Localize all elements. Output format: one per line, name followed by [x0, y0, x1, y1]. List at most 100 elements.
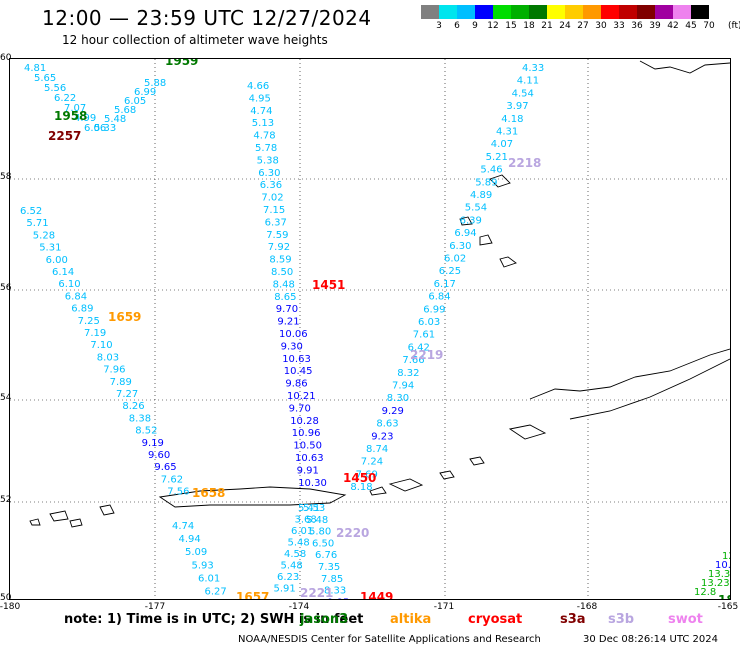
legend-swatch	[493, 5, 511, 19]
wave-height-reading: 4.66	[247, 81, 269, 92]
wave-height-reading: 9.85	[327, 597, 349, 600]
wave-height-reading: 5.71	[26, 218, 48, 229]
legend-label: 30	[595, 21, 607, 31]
map-title: 12:00 — 23:59 UTC 12/27/2024	[42, 6, 372, 30]
legend-label: 3	[436, 21, 442, 31]
wave-height-reading: 12	[722, 551, 731, 562]
wave-height-reading: 4.31	[496, 127, 518, 138]
wave-height-reading: 4.94	[179, 534, 201, 545]
wave-height-reading: 7.89	[110, 377, 132, 388]
wave-height-reading: 5.54	[465, 203, 487, 214]
wave-height-reading: 5.28	[33, 230, 55, 241]
pass-time-label: 1657	[236, 590, 269, 600]
lon-label: -180	[0, 602, 21, 612]
wave-height-reading: 6.10	[58, 279, 80, 290]
wave-height-reading: 4.18	[501, 114, 523, 125]
wave-height-reading: 10.28	[290, 416, 319, 427]
wave-height-reading: 6.14	[52, 267, 74, 278]
pass-time-label: 2218	[508, 156, 541, 170]
pass-time-label: 1658	[192, 486, 225, 500]
wave-height-reading: 8.48	[273, 279, 295, 290]
wave-height-reading: 10.45	[284, 366, 313, 377]
map-area[interactable]: 4.81 5.65 5.56 6.22 7.07 4.99 6.06 5.33 5.48 5.68…	[9, 58, 731, 600]
wave-height-reading: 10.50	[293, 441, 322, 452]
legend-swatch	[673, 5, 691, 19]
wave-height-reading: 9.65	[154, 462, 176, 473]
wave-height-reading: 7.85	[321, 574, 343, 585]
wave-height-reading: 6.25	[439, 266, 461, 277]
legend-label: 39	[649, 21, 661, 31]
legend-label: 36	[631, 21, 643, 31]
lon-label: -165	[717, 602, 739, 612]
legend-swatch	[511, 5, 529, 19]
wave-height-reading: 8.30	[387, 393, 409, 404]
wave-height-reading: 7.35	[318, 562, 340, 573]
wave-height-reading: 7.27	[116, 389, 138, 400]
lon-label: -171	[433, 602, 455, 612]
wave-height-reading: 7.56	[167, 487, 189, 498]
wave-height-reading: 8.63	[376, 419, 398, 430]
legend-label: 70	[703, 21, 715, 31]
wave-height-reading: 5.46	[480, 165, 502, 176]
wave-height-reading: 6.42	[408, 342, 430, 353]
wave-height-reading: 9.29	[382, 406, 404, 417]
wave-height-reading: 5.68	[114, 105, 136, 116]
legend-swatch	[637, 5, 655, 19]
wave-height-reading: 4.99	[74, 113, 96, 124]
wave-height-reading: 6.03	[418, 317, 440, 328]
wave-height-reading: 6.02	[444, 254, 466, 265]
wave-height-reading: 5.31	[39, 243, 61, 254]
legend-swatch	[601, 5, 619, 19]
wave-height-reading: 12.8	[694, 587, 716, 598]
wave-height-reading: 7.94	[392, 381, 414, 392]
wave-height-reading: 6.84	[428, 292, 450, 303]
wave-height-reading: 4.78	[253, 131, 275, 142]
wave-height-reading: 9.86	[285, 379, 307, 390]
wave-height-reading: 7.96	[103, 365, 125, 376]
wave-height-reading: 6.52	[20, 206, 42, 217]
wave-height-reading: 5.13	[252, 118, 274, 129]
wave-height-reading: 7.66	[402, 355, 424, 366]
wave-height-reading: 7.07	[64, 103, 86, 114]
pass-time-label: 1451	[312, 278, 345, 292]
wave-height-reading: 9.21	[277, 317, 299, 328]
legend-swatch	[529, 5, 547, 19]
wave-height-reading: 8.33	[324, 586, 346, 597]
legend-label: 45	[685, 21, 697, 31]
graticule	[10, 59, 730, 599]
wave-height-reading: 6.89	[71, 304, 93, 315]
wave-height-reading: 7.19	[84, 328, 106, 339]
wave-height-reading: 7.69	[356, 469, 378, 480]
wave-height-reading: 8.65	[274, 292, 296, 303]
wave-height-reading: 7.02	[261, 193, 283, 204]
note-text: note: 1) Time is in UTC; 2) SWH is in fe…	[64, 612, 364, 627]
wave-height-reading: 8.74	[366, 444, 388, 455]
lat-label: 56	[0, 283, 12, 293]
legend-swatch	[583, 5, 601, 19]
wave-height-reading: 8.03	[97, 352, 119, 363]
wave-height-reading: 9.23	[371, 431, 393, 442]
wave-height-reading: 10.8	[715, 560, 731, 571]
wave-height-reading: 5.78	[255, 143, 277, 154]
legend-swatch	[439, 5, 457, 19]
satellite-s3a: s3a	[560, 612, 586, 627]
wave-height-reading: 10.96	[292, 428, 321, 439]
wave-height-reading: 7.15	[263, 205, 285, 216]
legend-swatch	[565, 5, 583, 19]
wave-height-reading: 9.70	[276, 304, 298, 315]
legend-swatch	[421, 5, 439, 19]
wave-height-reading: 7.25	[78, 316, 100, 327]
wave-height-reading: 9.30	[281, 341, 303, 352]
wave-height-reading: 6.39	[460, 215, 482, 226]
wave-height-reading: 10.30	[298, 478, 327, 489]
wave-height-reading: 4.81	[24, 63, 46, 74]
wave-height-reading: 8.38	[129, 413, 151, 424]
satellite-cryosat: cryosat	[468, 612, 523, 627]
map-subtitle: 12 hour collection of altimeter wave hei…	[62, 33, 328, 47]
wave-height-reading: 9.60	[148, 450, 170, 461]
lat-label: 52	[0, 495, 12, 505]
wave-height-reading: 6.99	[423, 304, 445, 315]
wave-height-reading: 6.22	[54, 93, 76, 104]
wave-height-reading: 5.38	[257, 155, 279, 166]
legend-label: 18	[523, 21, 535, 31]
